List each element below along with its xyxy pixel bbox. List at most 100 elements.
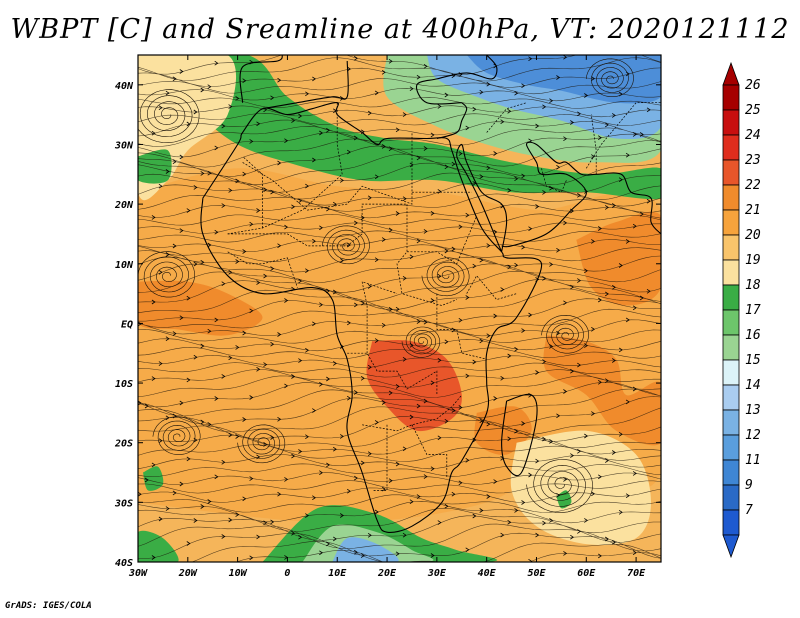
streamline-vortex bbox=[138, 89, 200, 144]
streamline-vortex bbox=[152, 416, 201, 455]
colorbar-label: 19 bbox=[745, 253, 761, 268]
colorbar-label: 13 bbox=[745, 403, 761, 418]
y-tick-label: 30S bbox=[114, 498, 133, 509]
x-tick-label: 10W bbox=[229, 568, 248, 579]
coastline bbox=[456, 143, 508, 253]
colorbar-swatch bbox=[722, 184, 740, 211]
colorbar-swatch bbox=[722, 259, 740, 286]
colorbar-label: 21 bbox=[745, 203, 761, 218]
colorbar-swatch bbox=[722, 309, 740, 336]
country-border bbox=[407, 215, 478, 265]
colorbar-swatch bbox=[722, 384, 740, 411]
coastline bbox=[239, 55, 283, 103]
streamline-vortex bbox=[526, 459, 593, 513]
colorbar-label: 16 bbox=[745, 328, 761, 343]
country-border bbox=[361, 281, 398, 354]
field-region-18 bbox=[556, 490, 572, 509]
colorbar-label: 25 bbox=[745, 103, 761, 118]
colorbar-label: 23 bbox=[745, 153, 761, 168]
coastline bbox=[416, 55, 498, 105]
y-tick-label: 40S bbox=[115, 558, 133, 569]
country-borders bbox=[227, 102, 661, 491]
country-border bbox=[242, 132, 413, 211]
y-tick-label: 20N bbox=[114, 200, 134, 211]
x-tick-label: 60E bbox=[577, 568, 596, 579]
y-tick-label: 30N bbox=[114, 140, 134, 151]
y-tick-label: EQ bbox=[121, 319, 133, 330]
chart-title: WBPT [C] and Sreamline at 400hPa, VT: 20… bbox=[10, 14, 790, 45]
colorbar-swatch bbox=[722, 409, 740, 436]
country-border bbox=[590, 114, 597, 175]
colorbar-swatch bbox=[722, 84, 740, 111]
x-tick-label: 30W bbox=[128, 568, 148, 579]
country-border bbox=[411, 424, 448, 479]
field-region-14 bbox=[332, 537, 399, 562]
colorbar-label: 20 bbox=[745, 228, 761, 243]
colorbar-swatch bbox=[722, 434, 740, 461]
field-region-19 bbox=[510, 430, 651, 546]
field-region-12 bbox=[466, 55, 661, 104]
country-border bbox=[372, 424, 388, 491]
field-region-18 bbox=[143, 466, 164, 491]
colorbar-bottom-arrow bbox=[722, 534, 740, 559]
country-border bbox=[362, 394, 463, 432]
coastlines bbox=[200, 55, 661, 533]
streamline-vortex bbox=[401, 326, 441, 358]
y-tick-label: 10N bbox=[115, 260, 134, 271]
plot-frame bbox=[137, 54, 662, 563]
colorbar-label: 26 bbox=[745, 78, 761, 93]
colorbar-swatch bbox=[722, 284, 740, 311]
country-border bbox=[227, 102, 343, 235]
streamline-vortex bbox=[541, 314, 590, 354]
colorbar: 26 25 24 23 22 21 20 19 18 17 16 15 14 13 12 11 9 7 bbox=[722, 61, 761, 559]
colorbar-swatch bbox=[722, 234, 740, 261]
y-tick-label: 10S bbox=[115, 379, 133, 390]
colorbar-label: 17 bbox=[745, 303, 761, 318]
x-tick-label: 70E bbox=[627, 568, 646, 579]
country-border bbox=[227, 203, 407, 247]
colorbar-top-arrow bbox=[722, 61, 740, 86]
streamline-vortex bbox=[421, 257, 470, 297]
colorbar-label: 11 bbox=[745, 453, 761, 468]
colorbar-label: 18 bbox=[745, 278, 761, 293]
colorbar-swatch bbox=[722, 334, 740, 361]
colorbar-swatch bbox=[722, 359, 740, 386]
colorbar-swatch bbox=[722, 109, 740, 136]
streamline-vortex bbox=[237, 424, 286, 464]
country-border bbox=[466, 275, 517, 301]
wbpt-field bbox=[138, 55, 661, 562]
colorbar-swatch bbox=[722, 159, 740, 186]
footer-credit: GrADS: IGES/COLA bbox=[5, 601, 92, 611]
streamline-vortex bbox=[322, 225, 370, 265]
colorbar-label: 24 bbox=[745, 128, 761, 143]
field-region-18 bbox=[148, 55, 661, 200]
coastline bbox=[262, 60, 349, 110]
colorbar-label: 22 bbox=[745, 178, 761, 193]
colorbar-label: 12 bbox=[745, 428, 761, 443]
x-tick-label: 0 bbox=[284, 568, 290, 579]
streamlines bbox=[138, 55, 661, 562]
colorbar-swatch bbox=[722, 509, 740, 536]
country-border bbox=[227, 251, 298, 288]
colorbar-swatch bbox=[722, 209, 740, 236]
x-tick-label: 40E bbox=[478, 568, 497, 579]
x-tick-label: 50E bbox=[527, 568, 546, 579]
country-border bbox=[436, 293, 487, 360]
colorbar-swatch bbox=[722, 134, 740, 161]
country-border bbox=[347, 352, 438, 395]
coastline bbox=[436, 102, 468, 140]
colorbar-label: 15 bbox=[745, 353, 761, 368]
colorbar-swatch bbox=[722, 484, 740, 511]
streamline-set bbox=[138, 55, 661, 562]
streamline-arrows bbox=[138, 55, 651, 562]
coastline bbox=[200, 102, 543, 533]
streamline-vortex bbox=[138, 251, 196, 298]
field-region-18 bbox=[138, 530, 179, 562]
x-tick-label: 20W bbox=[178, 568, 198, 579]
y-tick-label: 40N bbox=[115, 81, 134, 92]
x-tick-label: 30E bbox=[427, 568, 447, 579]
axes: 30W 20W 10W 0 10E 20E 30E 40E 50E 60E 70E 40N 30N 20N… bbox=[114, 55, 661, 579]
country-border bbox=[242, 156, 263, 228]
field-region-22 bbox=[576, 211, 661, 306]
